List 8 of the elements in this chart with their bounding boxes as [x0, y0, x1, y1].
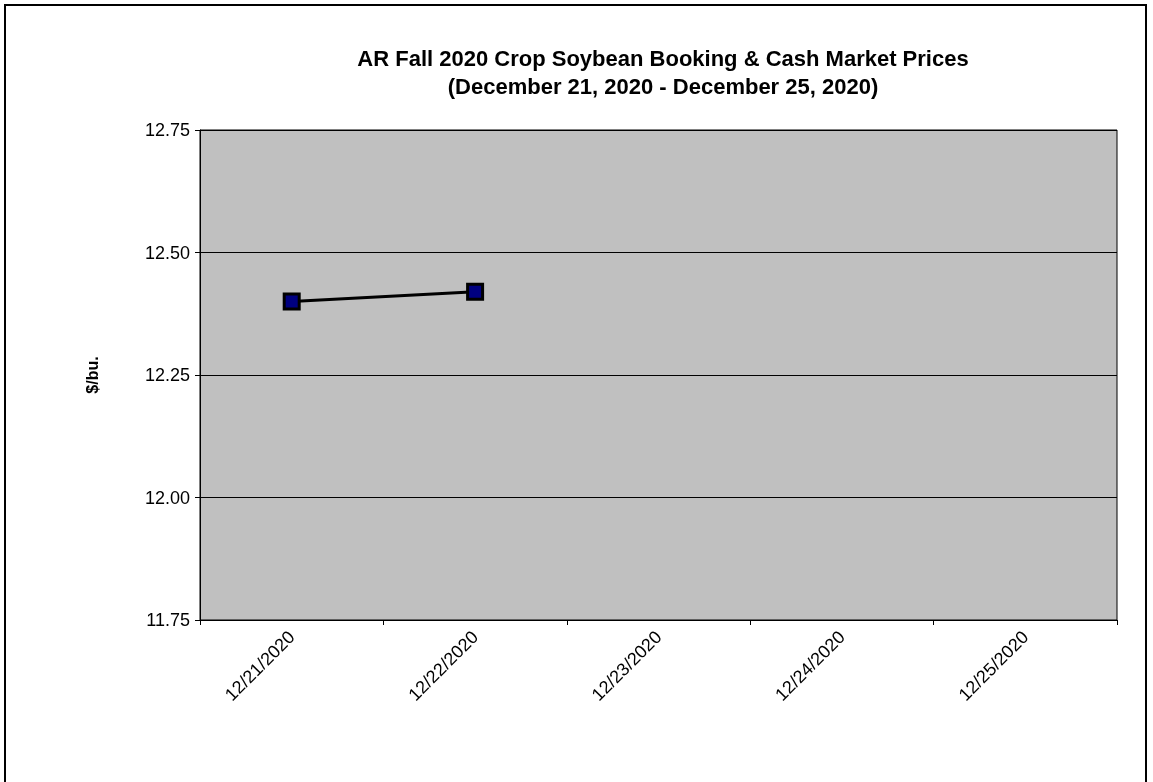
- y-tick-label: 11.75: [146, 610, 190, 630]
- y-tick-label: 12.25: [144, 365, 190, 385]
- y-tick-label: 12.00: [144, 487, 190, 508]
- y-tick-label: 12.75: [144, 120, 190, 140]
- chart-title: AR Fall 2020 Crop Soybean Booking & Cash Market Prices: [357, 45, 969, 71]
- y-tick-label: 12.50: [144, 242, 190, 263]
- y-axis-title: $/bu.: [83, 356, 101, 394]
- chart-subtitle: (December 21, 2020 - December 25, 2020): [447, 73, 879, 99]
